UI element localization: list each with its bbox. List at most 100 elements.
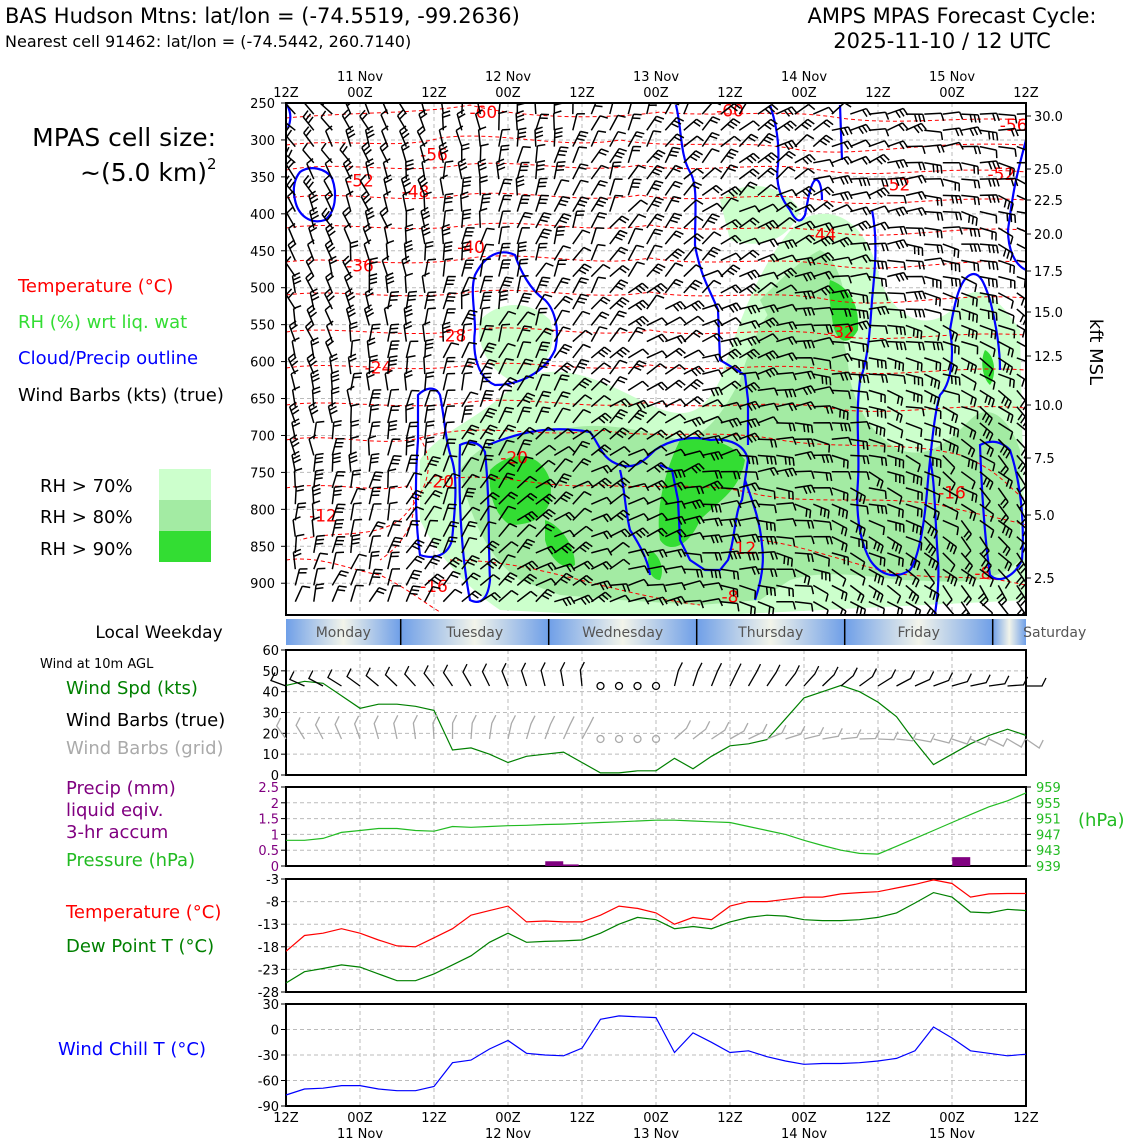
wind-barb	[424, 537, 442, 554]
wind-barb	[553, 103, 563, 115]
wind-barb	[702, 450, 724, 461]
wind-barb	[479, 324, 494, 342]
wind-barb	[813, 222, 835, 232]
wind-barb	[479, 491, 500, 505]
panel-tick-label: -8	[266, 896, 279, 911]
wind-barb	[288, 320, 298, 342]
wind-barb-grid	[451, 714, 458, 740]
wind-barb	[479, 227, 495, 245]
wind-barb	[609, 215, 630, 229]
wind-barb-true	[747, 663, 762, 687]
wind-barb	[293, 467, 303, 488]
wind-barb-true	[1007, 676, 1029, 687]
wind-barb	[516, 590, 538, 603]
wind-barb	[535, 478, 557, 489]
wind-barb	[924, 178, 945, 187]
wind-barb	[313, 420, 325, 440]
wind-barb	[942, 503, 959, 520]
pressure-tick-label: 250	[250, 97, 275, 112]
wind-barb	[961, 292, 978, 307]
wind-barb	[960, 373, 977, 391]
wind-barb	[457, 158, 468, 180]
wind-barb	[313, 534, 325, 554]
wind-barb	[424, 519, 439, 537]
wind-barb-grid	[507, 715, 517, 740]
wind-barb	[683, 450, 705, 459]
wind-barb	[609, 558, 631, 570]
legend-cloud: Cloud/Precip outline	[18, 348, 198, 369]
wind-barb	[331, 535, 346, 554]
wind-barb	[498, 110, 508, 131]
wind-barb-grid	[748, 723, 768, 740]
wind-barb	[479, 438, 495, 456]
wind-barb	[498, 389, 512, 407]
panel-tick-label: 0	[271, 860, 279, 875]
wind-barb	[646, 228, 663, 245]
wind-barb	[461, 323, 473, 342]
wind-barb	[942, 406, 959, 424]
wind-barb	[646, 512, 668, 522]
wind-barb	[960, 275, 978, 293]
wind-barb	[422, 321, 431, 342]
wind-barb	[683, 580, 705, 589]
legend-rh: RH (%) wrt liq. wat	[18, 312, 187, 333]
pressure-tick-label: 600	[250, 356, 275, 371]
wind-barb	[350, 533, 361, 553]
wind-barb	[887, 107, 909, 119]
wind-barb	[849, 568, 866, 586]
wind-barb	[628, 399, 650, 411]
wind-barb	[302, 110, 315, 131]
wind-barb	[609, 359, 628, 375]
wind-barb	[850, 206, 872, 216]
wind-barb	[479, 342, 497, 359]
wind-barb	[405, 435, 415, 456]
wind-barb	[720, 252, 742, 262]
wind10-true-label: Wind Barbs (true)	[66, 710, 225, 731]
wind-barb	[664, 230, 684, 245]
wind-barb	[1016, 536, 1026, 555]
wind-barb	[905, 454, 921, 473]
wind-barb	[461, 241, 471, 261]
wind-barb	[887, 158, 909, 169]
wind-barb	[535, 276, 551, 294]
wind-barb	[572, 293, 589, 310]
wind-barb	[627, 178, 642, 196]
wind-barb	[960, 584, 972, 606]
panel-tick-label: 50	[262, 665, 279, 680]
wind-barb	[738, 217, 760, 229]
wind-barb	[1016, 340, 1026, 356]
wind-barb	[831, 204, 853, 213]
wind-barb	[664, 248, 685, 261]
height-tick-label: 7.5	[1034, 452, 1055, 467]
wind-barb	[306, 158, 315, 180]
wind-barb	[590, 115, 609, 131]
wind-barb	[646, 196, 664, 213]
weekday-name: Wednesday	[582, 625, 663, 641]
wind-barb	[498, 376, 518, 391]
wind-barb-grid	[544, 715, 556, 740]
bottom-hour-tick-label: 12Z	[569, 1111, 595, 1126]
wind-barb	[1016, 227, 1026, 233]
top-hour-tick-label: 12Z	[421, 86, 447, 101]
calm-wind-marker-grid	[633, 734, 642, 744]
pressure-tick-label: 450	[250, 245, 275, 260]
wind-barb	[383, 223, 393, 245]
wind-barb	[960, 552, 974, 573]
wind-barb	[498, 194, 513, 212]
wind-barb	[424, 307, 436, 326]
wind-barb	[609, 445, 631, 457]
wind-barb	[812, 119, 834, 131]
wind-barb	[288, 401, 300, 424]
wind-barb	[553, 179, 570, 196]
wind-barb	[498, 144, 510, 163]
wind-barb	[405, 519, 420, 537]
wind-barb	[343, 222, 352, 245]
wind-barb	[627, 380, 650, 392]
wind-barb	[572, 229, 591, 245]
wind-barb	[609, 296, 630, 310]
wind-barb	[387, 420, 398, 440]
wind-barb	[813, 519, 833, 531]
wind-barb	[831, 236, 853, 248]
wind-barb	[720, 499, 742, 509]
wind-barb	[905, 324, 923, 340]
